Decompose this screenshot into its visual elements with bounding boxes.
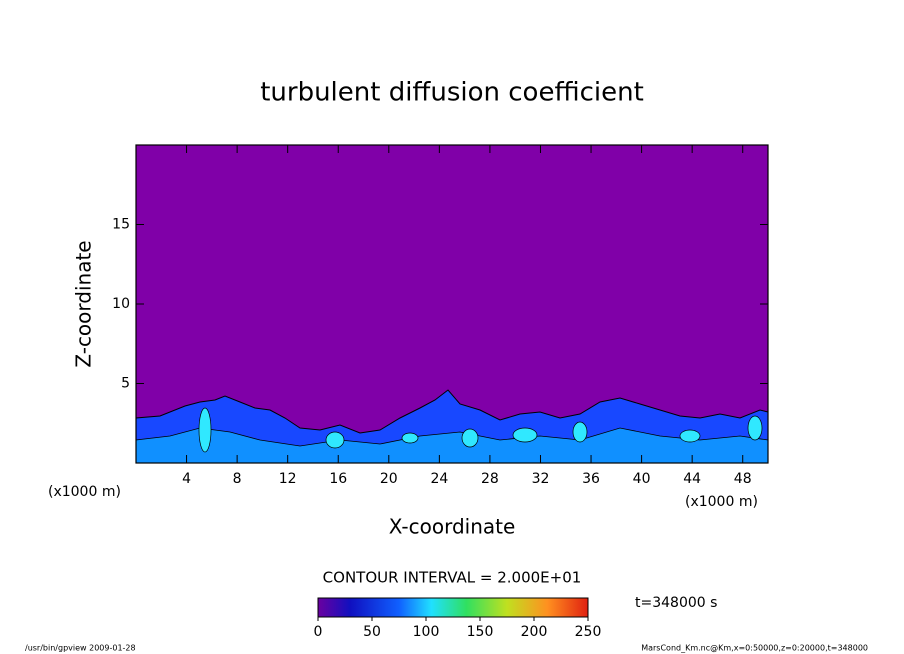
y-unit: (x1000 m): [48, 484, 121, 500]
x-tick-label: 28: [481, 471, 499, 487]
y-tick-label: 15: [112, 217, 130, 233]
x-tick-label: 36: [582, 471, 600, 487]
colorbar-tick-label: 100: [413, 624, 440, 640]
x-tick-label: 8: [233, 471, 242, 487]
x-tick-label: 4: [182, 471, 191, 487]
x-tick-label: 48: [734, 471, 752, 487]
colorbar-tick-label: 0: [314, 624, 323, 640]
contour-interval: CONTOUR INTERVAL = 2.000E+01: [323, 569, 582, 587]
footer-left: /usr/bin/gpview 2009-01-28: [25, 644, 136, 653]
x-tick-label: 32: [532, 471, 550, 487]
x-tick-label: 40: [633, 471, 651, 487]
chart-title: turbulent diffusion coefficient: [260, 78, 644, 108]
y-axis-label: Z-coordinate: [72, 240, 96, 367]
colorbar-tick-label: 150: [467, 624, 494, 640]
x-tick-label: 20: [380, 471, 398, 487]
x-tick-label: 12: [279, 471, 297, 487]
x-axis-label: X-coordinate: [389, 515, 516, 539]
colorbar-tick-label: 200: [521, 624, 548, 640]
colorbar-tick-label: 50: [363, 624, 381, 640]
colorbar-tick-label: 250: [575, 624, 602, 640]
x-tick-label: 24: [430, 471, 448, 487]
y-tick-label: 5: [121, 376, 130, 392]
x-tick-label: 44: [683, 471, 701, 487]
x-unit: (x1000 m): [685, 494, 758, 510]
x-tick-label: 16: [329, 471, 347, 487]
contour-blobs: [198, 407, 763, 453]
footer-right: MarsCond_Km.nc@Km,x=0:50000,z=0:20000,t=…: [641, 644, 868, 653]
time-label: t=348000 s: [635, 595, 717, 611]
y-tick-label: 10: [112, 296, 130, 312]
colorbar: [317, 597, 589, 618]
